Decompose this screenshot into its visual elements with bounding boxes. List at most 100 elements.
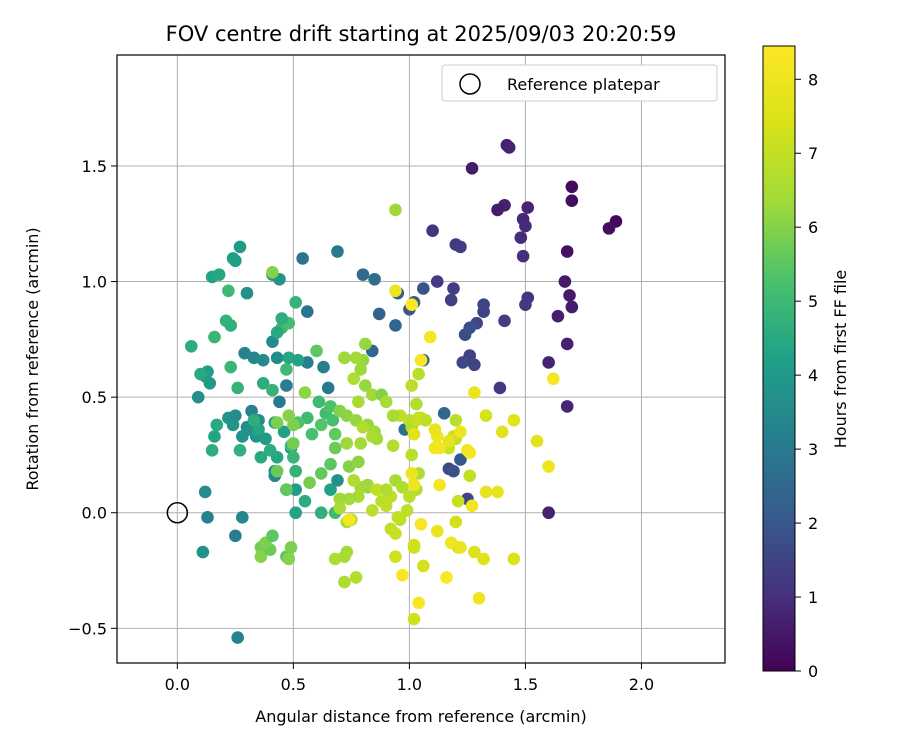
data-point — [256, 376, 270, 390]
data-point — [233, 240, 247, 254]
data-point — [391, 511, 405, 524]
data-point — [479, 485, 493, 499]
data-point — [266, 383, 279, 397]
data-point — [224, 319, 238, 332]
x-tick-label: 2.0 — [629, 675, 654, 694]
data-point — [236, 511, 249, 524]
data-point — [333, 492, 347, 506]
data-point — [263, 444, 277, 457]
data-point — [507, 552, 521, 566]
data-point — [300, 411, 314, 425]
data-point — [333, 501, 347, 515]
data-point — [407, 612, 421, 626]
data-point — [426, 224, 439, 237]
data-point — [340, 409, 354, 422]
y-tick-label: 1.5 — [82, 157, 107, 176]
data-point — [456, 356, 470, 369]
data-point — [449, 413, 463, 427]
data-point — [433, 441, 446, 455]
colorbar-gradient — [762, 45, 796, 672]
data-point — [254, 450, 268, 464]
colorbar: 0 1 2 3 4 5 6 7 8 Hours from first FF file — [762, 45, 850, 681]
colorbar-tick-label: 1 — [808, 588, 818, 607]
colorbar-tick-label: 7 — [808, 144, 818, 163]
data-point — [407, 427, 421, 441]
legend: Reference platepar — [441, 64, 718, 102]
data-point — [560, 337, 574, 351]
data-point — [326, 413, 340, 427]
data-point — [433, 478, 446, 492]
data-point — [491, 203, 504, 217]
data-point — [222, 284, 235, 298]
data-point — [305, 427, 319, 441]
data-point — [347, 474, 361, 487]
data-point — [447, 464, 460, 478]
data-point — [282, 552, 296, 566]
data-point — [284, 541, 298, 554]
data-point — [379, 499, 393, 513]
data-point — [280, 379, 293, 392]
data-point — [298, 494, 312, 508]
data-point — [389, 319, 402, 332]
data-point — [254, 550, 268, 563]
data-point — [205, 444, 219, 457]
x-tick-label: 0.5 — [281, 675, 306, 694]
data-point — [551, 309, 565, 323]
data-point — [465, 161, 479, 175]
legend-box — [441, 64, 718, 102]
data-point — [259, 432, 272, 446]
x-tick-label: 1.5 — [513, 675, 538, 694]
data-point — [247, 413, 261, 427]
data-point — [359, 337, 372, 351]
data-point — [289, 464, 302, 478]
data-point — [412, 596, 425, 610]
data-point — [208, 430, 221, 443]
data-point — [454, 453, 467, 466]
y-axis-ticks: −0.5 0.0 0.5 1.0 1.5 — [68, 157, 117, 638]
data-point — [430, 524, 444, 538]
data-point — [407, 541, 421, 554]
data-point — [491, 485, 504, 499]
data-point — [428, 423, 442, 436]
data-point — [468, 358, 481, 372]
data-point — [229, 529, 242, 543]
data-point — [224, 360, 238, 374]
data-point — [463, 321, 477, 335]
data-point — [449, 515, 463, 529]
x-tick-label: 0.0 — [165, 675, 190, 694]
data-point — [521, 201, 535, 214]
data-point — [400, 504, 414, 517]
data-point — [352, 455, 365, 469]
data-point — [405, 379, 419, 392]
data-point — [365, 430, 379, 443]
data-point — [208, 330, 221, 344]
colorbar-tick-label: 6 — [808, 218, 818, 237]
x-tick-label: 1.0 — [397, 675, 422, 694]
data-point — [370, 483, 384, 496]
data-point — [417, 282, 430, 295]
data-point — [463, 446, 477, 459]
data-point — [451, 494, 465, 508]
data-point — [565, 180, 579, 194]
data-point — [602, 222, 616, 235]
data-point — [502, 141, 516, 154]
data-point — [287, 437, 300, 450]
data-point — [396, 568, 409, 582]
plot-frame — [116, 54, 726, 664]
data-point — [354, 363, 367, 376]
data-point — [203, 376, 217, 390]
data-point — [542, 460, 555, 473]
data-point — [289, 296, 302, 309]
data-point — [233, 444, 247, 457]
data-point — [479, 409, 493, 422]
data-point — [191, 390, 205, 404]
data-point — [289, 506, 302, 520]
data-point — [560, 245, 574, 258]
data-point — [342, 513, 356, 526]
data-point — [338, 575, 351, 589]
data-point — [419, 413, 432, 427]
data-points — [184, 138, 623, 644]
data-point — [410, 397, 423, 411]
data-point — [465, 499, 479, 513]
data-point — [349, 571, 363, 584]
